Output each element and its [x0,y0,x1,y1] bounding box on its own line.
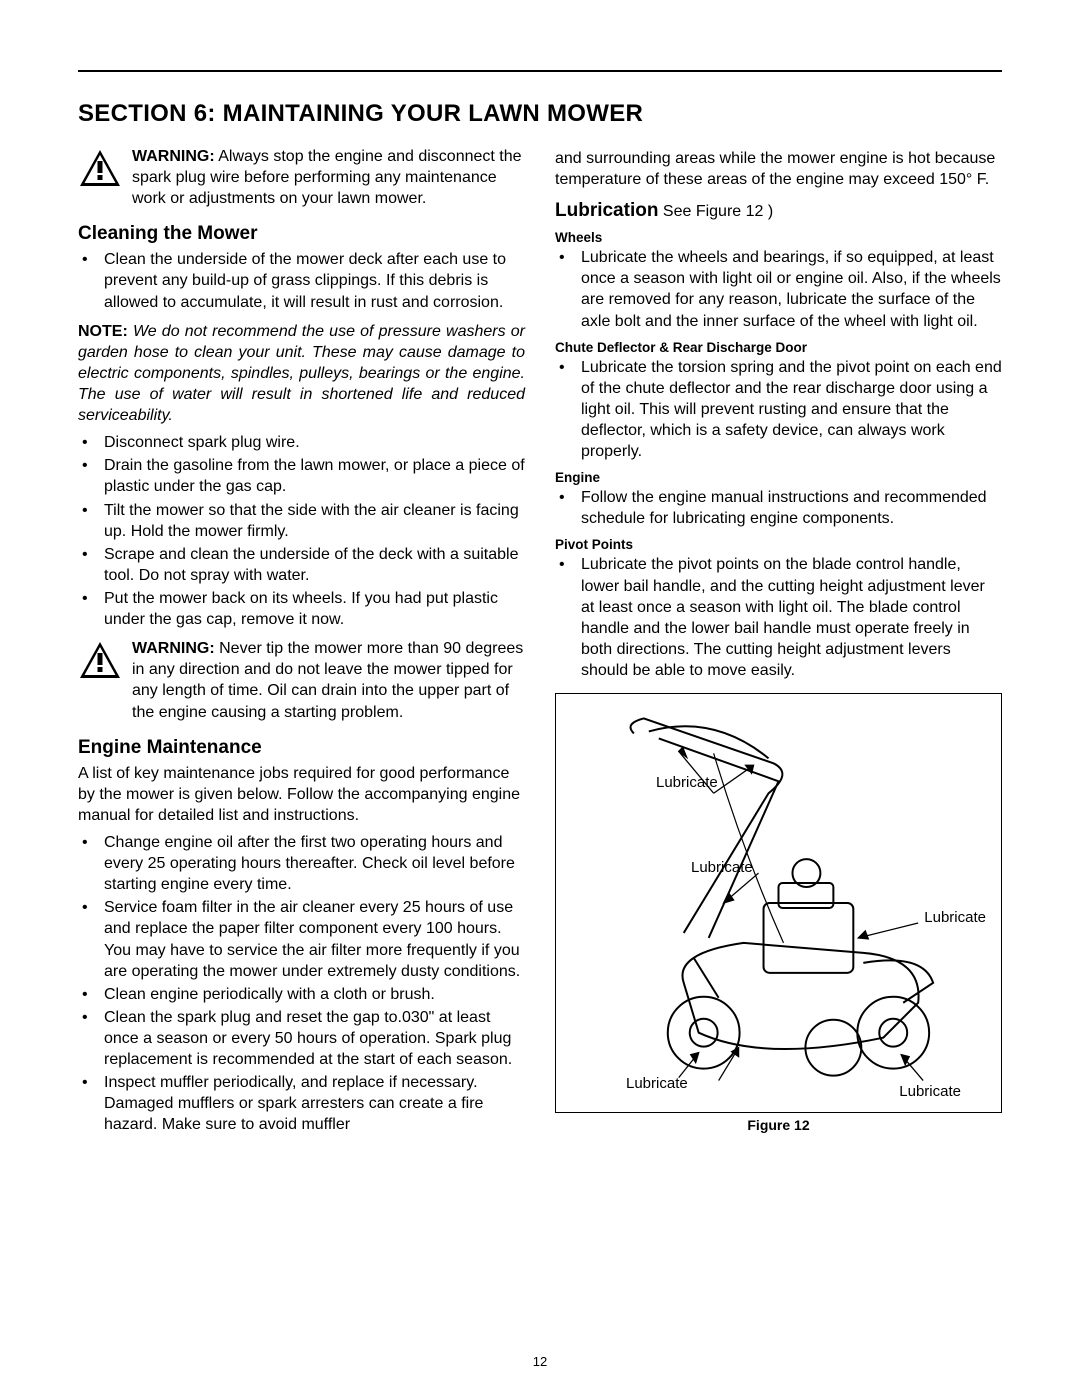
chute-bullets: Lubricate the torsion spring and the piv… [555,357,1002,463]
note-body: We do not recommend the use of pressure … [78,323,525,424]
wheels-bullets: Lubricate the wheels and bearings, if so… [555,247,1002,331]
subhead-wheels: Wheels [555,230,1002,245]
subhead-engine: Engine [555,470,1002,485]
subhead-pivot: Pivot Points [555,537,1002,552]
engine-continuation: and surrounding areas while the mower en… [555,148,1002,190]
figure-label: Lubricate [924,909,986,926]
list-item: Drain the gasoline from the lawn mower, … [78,455,525,497]
warning-triangle-icon [78,148,122,188]
two-column-layout: WARNING: Always stop the engine and disc… [78,146,1002,1143]
cleaning-bullets: Clean the underside of the mower deck af… [78,249,525,312]
figure-12-box: Lubricate Lubricate Lubricate Lubricate … [555,693,1002,1113]
list-item: Lubricate the pivot points on the blade … [555,554,1002,681]
list-item: Clean engine periodically with a cloth o… [78,984,525,1005]
cleaning-steps-bullets: Disconnect spark plug wire. Drain the ga… [78,432,525,630]
warning-block-2: WARNING: Never tip the mower more than 9… [78,638,525,722]
figure-caption: Figure 12 [555,1117,1002,1133]
note-label: NOTE: [78,323,128,340]
warning-block-1: WARNING: Always stop the engine and disc… [78,146,525,209]
subhead-chute: Chute Deflector & Rear Discharge Door [555,340,1002,355]
see-figure-text: See Figure 12 ) [658,203,773,220]
section-title: SECTION 6: MAINTAINING YOUR LAWN MOWER [78,100,1002,128]
heading-lubrication: Lubrication [555,200,658,221]
pivot-bullets: Lubricate the pivot points on the blade … [555,554,1002,681]
engine-intro: A list of key maintenance jobs required … [78,763,525,826]
figure-label: Lubricate [626,1075,688,1092]
list-item: Service foam filter in the air cleaner e… [78,897,525,981]
figure-label: Lubricate [656,774,718,791]
engine-lube-bullets: Follow the engine manual instructions an… [555,487,1002,529]
list-item: Disconnect spark plug wire. [78,432,525,453]
figure-label: Lubricate [691,859,753,876]
list-item: Inspect muffler periodically, and replac… [78,1072,525,1135]
mower-illustration [564,702,993,1104]
warning-2-text: WARNING: Never tip the mower more than 9… [132,638,525,722]
heading-lubrication-line: Lubrication See Figure 12 ) [555,200,1002,222]
left-column: WARNING: Always stop the engine and disc… [78,146,525,1143]
engine-maintenance-bullets: Change engine oil after the first two op… [78,832,525,1136]
heading-cleaning: Cleaning the Mower [78,223,525,245]
page-number: 12 [0,1354,1080,1369]
list-item: Scrape and clean the underside of the de… [78,544,525,586]
figure-label: Lubricate [899,1083,961,1100]
list-item: Lubricate the torsion spring and the piv… [555,357,1002,463]
list-item: Change engine oil after the first two op… [78,832,525,895]
warning-triangle-icon [78,640,122,680]
top-rule [78,70,1002,72]
list-item: Follow the engine manual instructions an… [555,487,1002,529]
warning-1-text: WARNING: Always stop the engine and disc… [132,146,525,209]
list-item: Lubricate the wheels and bearings, if so… [555,247,1002,331]
list-item: Tilt the mower so that the side with the… [78,500,525,542]
note-paragraph: NOTE: We do not recommend the use of pre… [78,321,525,427]
warning-label: WARNING: [132,640,215,657]
heading-engine-maintenance: Engine Maintenance [78,737,525,759]
list-item: Clean the spark plug and reset the gap t… [78,1007,525,1070]
list-item: Clean the underside of the mower deck af… [78,249,525,312]
warning-label: WARNING: [132,148,215,165]
right-column: and surrounding areas while the mower en… [555,146,1002,1143]
list-item: Put the mower back on its wheels. If you… [78,588,525,630]
